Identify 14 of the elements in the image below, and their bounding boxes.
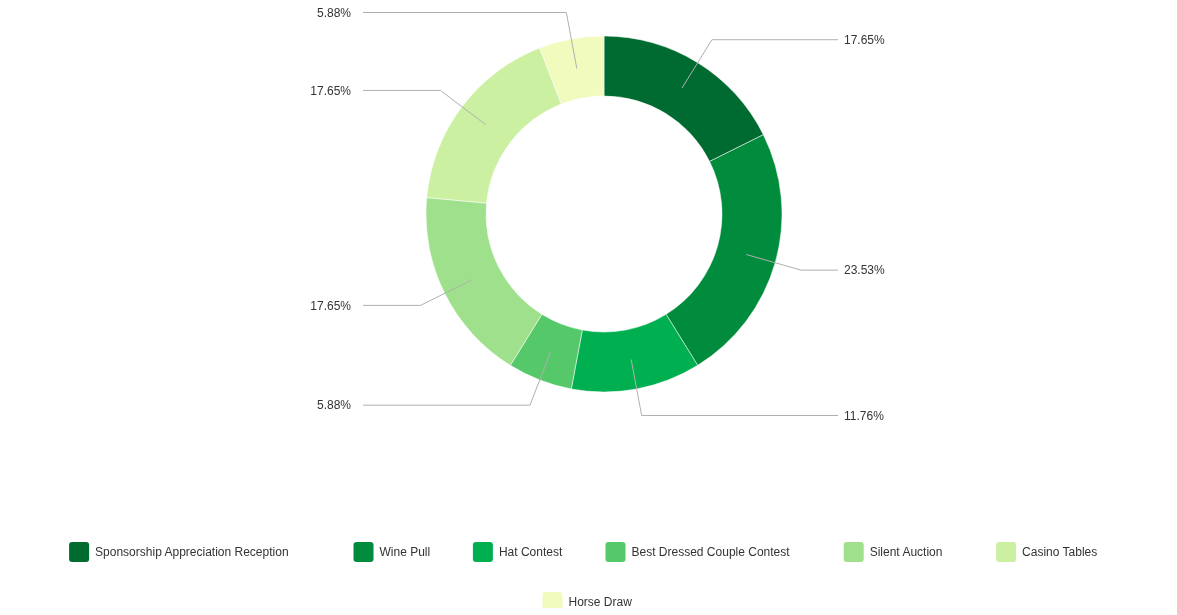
data-label: 11.76% [844, 408, 885, 423]
data-label: 5.88% [316, 5, 352, 20]
legend-label: Best Dressed Couple Contest [631, 545, 791, 560]
data-label: 17.65% [844, 32, 886, 47]
legend-label: Sponsorship Appreciation Reception [95, 545, 289, 560]
legend-label: Hat Contest [498, 545, 563, 560]
legend-label: Casino Tables [1022, 545, 1098, 560]
data-label: 17.65% [310, 298, 352, 313]
legend-label: Silent Auction [869, 545, 943, 560]
data-label: 5.88% [316, 398, 352, 413]
legend-label: Wine Pull [379, 545, 431, 560]
data-label: 17.65% [310, 83, 352, 98]
legend-label: Horse Draw [568, 595, 633, 610]
data-label: 23.53% [844, 263, 886, 278]
